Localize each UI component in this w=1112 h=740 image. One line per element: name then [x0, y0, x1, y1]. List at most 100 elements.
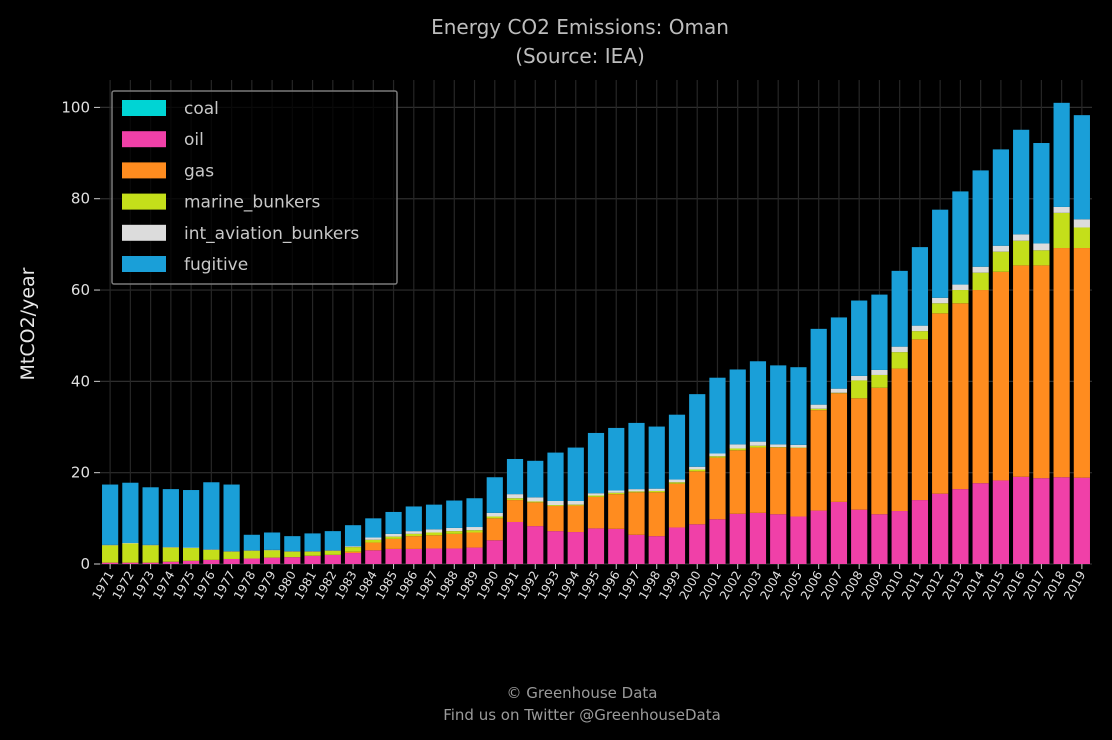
bar-oil-2011	[911, 500, 929, 564]
bar-fugitive-2018	[1053, 102, 1070, 207]
bar-marine_bunkers-1987	[425, 532, 443, 536]
bar-gas-2008	[851, 398, 868, 510]
y-tick-label: 60	[71, 281, 90, 299]
bar-oil-2003	[749, 512, 767, 564]
bar-oil-1989	[466, 547, 483, 564]
bar-marine_bunkers-1985	[385, 536, 402, 539]
y-tick-label: 100	[61, 98, 90, 116]
bar-oil-2004	[770, 514, 787, 564]
bar-gas-2002	[729, 450, 746, 514]
bar-marine_bunkers-2013	[952, 290, 969, 304]
bar-gas-2000	[689, 471, 706, 525]
bar-int_aviation_bunkers-1999	[668, 479, 686, 483]
bar-int_aviation_bunkers-2007	[830, 388, 848, 393]
bar-gas-1984	[365, 542, 382, 551]
bar-oil-2005	[790, 516, 807, 564]
bar-marine_bunkers-1999	[668, 482, 686, 484]
bar-oil-1972	[122, 562, 139, 564]
bar-marine_bunkers-2011	[911, 331, 929, 340]
x-axis: 1971197219731974197519761977197819791980…	[89, 564, 1088, 602]
bar-fugitive-2000	[689, 394, 706, 467]
bar-marine_bunkers-1992	[527, 501, 544, 503]
bar-marine_bunkers-1982	[324, 550, 341, 555]
bar-fugitive-1992	[527, 460, 544, 498]
bar-gas-1988	[446, 533, 463, 549]
bar-int_aviation_bunkers-1985	[385, 533, 402, 537]
bar-oil-1995	[587, 528, 605, 564]
bar-oil-2018	[1053, 477, 1070, 564]
bar-oil-1987	[425, 548, 443, 564]
bar-fugitive-1975	[183, 490, 200, 548]
bar-oil-1971	[102, 562, 119, 564]
bar-int_aviation_bunkers-2009	[871, 369, 888, 375]
bar-oil-2002	[729, 513, 746, 564]
bar-gas-2014	[972, 290, 989, 484]
bar-marine_bunkers-2014	[972, 272, 989, 291]
bar-int_aviation_bunkers-1990	[486, 512, 503, 517]
chart-subtitle: (Source: IEA)	[515, 44, 645, 68]
bar-gas-2012	[932, 313, 949, 494]
bar-fugitive-1981	[304, 533, 321, 552]
y-tick-label: 40	[71, 372, 90, 390]
bar-gas-1993	[547, 506, 564, 532]
bar-oil-2012	[932, 493, 949, 564]
bar-oil-1979	[263, 557, 281, 564]
bar-oil-2017	[1033, 478, 1050, 564]
bar-int_aviation_bunkers-2006	[810, 404, 827, 409]
bar-fugitive-1999	[668, 414, 686, 480]
bar-oil-1991	[506, 521, 524, 564]
bar-fugitive-1998	[648, 426, 665, 489]
bar-marine_bunkers-2017	[1033, 250, 1050, 266]
bar-marine_bunkers-1990	[486, 516, 503, 519]
bar-fugitive-1980	[284, 536, 301, 552]
bar-gas-1991	[506, 500, 524, 522]
bar-gas-1985	[385, 538, 402, 549]
bar-int_aviation_bunkers-2018	[1053, 206, 1070, 213]
bar-int_aviation_bunkers-2010	[891, 346, 908, 353]
bar-gas-1998	[648, 492, 665, 537]
bar-fugitive-1990	[486, 477, 503, 513]
legend-swatch-int_aviation_bunkers	[122, 224, 166, 241]
bar-oil-2009	[871, 514, 888, 564]
bar-fugitive-2009	[871, 294, 888, 370]
bar-int_aviation_bunkers-2002	[729, 444, 746, 449]
legend-label-gas: gas	[184, 161, 214, 181]
bar-gas-2007	[830, 393, 848, 502]
bar-marine_bunkers-1974	[162, 547, 179, 562]
bar-fugitive-1993	[547, 452, 564, 501]
bar-int_aviation_bunkers-2004	[770, 444, 787, 448]
bar-oil-1994	[567, 532, 584, 564]
bar-marine_bunkers-2015	[992, 251, 1009, 272]
bar-fugitive-1994	[567, 447, 584, 501]
bar-oil-1976	[203, 559, 220, 564]
bar-gas-1992	[527, 502, 544, 527]
bar-int_aviation_bunkers-1997	[628, 489, 645, 492]
bar-gas-1999	[668, 483, 686, 528]
bar-marine_bunkers-1993	[547, 505, 564, 507]
bar-oil-2000	[689, 524, 706, 564]
bar-marine_bunkers-2003	[749, 445, 767, 448]
bar-fugitive-1996	[608, 427, 625, 491]
bar-oil-1977	[223, 558, 240, 564]
bar-oil-2001	[709, 519, 726, 564]
y-axis-label: MtCO2/year	[17, 267, 39, 380]
bar-int_aviation_bunkers-2005	[790, 444, 807, 448]
bar-gas-2004	[770, 447, 787, 515]
bar-marine_bunkers-1983	[344, 547, 362, 552]
bar-fugitive-1976	[203, 482, 220, 550]
bar-oil-1986	[405, 548, 422, 564]
bar-oil-2016	[1013, 476, 1030, 564]
legend-label-int_aviation_bunkers: int_aviation_bunkers	[184, 224, 359, 244]
bar-int_aviation_bunkers-2008	[851, 375, 868, 381]
bar-marine_bunkers-2018	[1053, 212, 1070, 249]
bar-fugitive-1986	[405, 506, 422, 532]
bar-oil-1996	[608, 528, 625, 564]
legend-swatch-gas	[122, 162, 166, 179]
bar-gas-2019	[1073, 248, 1090, 478]
bar-oil-1999	[668, 527, 686, 564]
bar-fugitive-2015	[992, 149, 1009, 246]
bar-fugitive-2017	[1033, 143, 1050, 244]
bar-marine_bunkers-1979	[263, 550, 281, 558]
bar-oil-1982	[324, 554, 341, 564]
